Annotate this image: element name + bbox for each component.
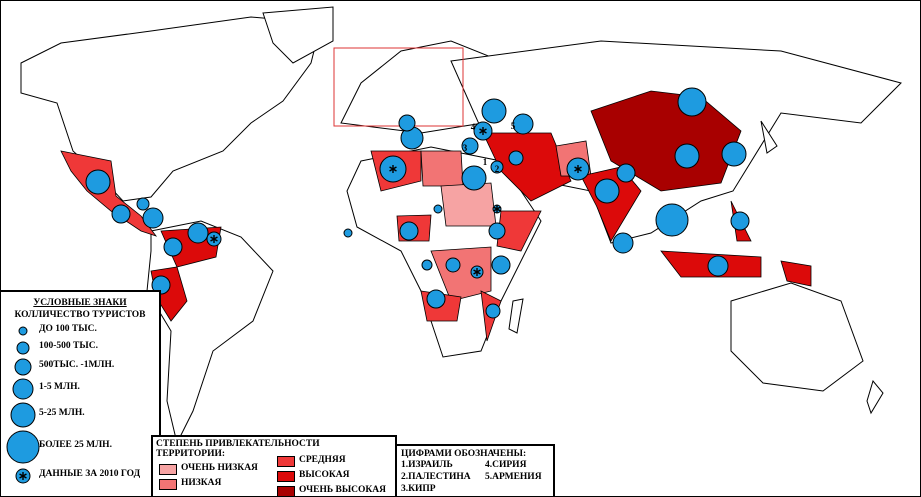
numbered-box: ЦИФРАМИ ОБОЗНАЧЕНЫ: 1.ИЗРАИЛЬ 2.ПАЛЕСТИНА 3… bbox=[395, 444, 555, 496]
asterisk-stroke bbox=[210, 236, 218, 242]
map-number: 3 bbox=[463, 143, 468, 153]
numbered-item: 2.ПАЛЕСТИНА bbox=[401, 472, 471, 482]
legend-circle bbox=[18, 326, 28, 336]
europe-frame bbox=[333, 47, 464, 127]
region bbox=[60, 150, 158, 237]
map-number: 5 bbox=[511, 121, 516, 131]
tourist-circle bbox=[398, 114, 416, 132]
region bbox=[440, 182, 497, 227]
legend-box: УСЛОВНЫЕ ЗНАКИ КОЛЛИЧЕСТВО ТУРИСТОВ ДО 100… bbox=[1, 290, 161, 496]
level-swatch bbox=[277, 456, 295, 467]
tourist-circle bbox=[461, 137, 479, 155]
asterisk-stroke bbox=[389, 166, 397, 172]
tourist-circle bbox=[151, 275, 171, 295]
tourist-circle bbox=[491, 255, 511, 275]
asterisk-stroke bbox=[479, 128, 487, 134]
numbered-item: 3.КИПР bbox=[401, 484, 436, 494]
tourist-circle bbox=[433, 204, 443, 214]
tourist-circle bbox=[136, 197, 150, 211]
legend-item: ДАННЫЕ ЗА 2010 ГОД bbox=[39, 469, 141, 479]
numbered-item: 4.СИРИЯ bbox=[485, 460, 527, 470]
legend-item: ДО 100 ТЫС. bbox=[39, 324, 97, 334]
level-label: ОЧЕНЬ ВЫСОКАЯ bbox=[299, 485, 387, 495]
numbered-title: ЦИФРАМИ ОБОЗНАЧЕНЫ: bbox=[401, 449, 527, 459]
legend-circle bbox=[14, 358, 32, 376]
region bbox=[430, 246, 492, 302]
legend-item: 5-25 МЛН. bbox=[39, 408, 85, 418]
region bbox=[420, 150, 464, 187]
tourist-circle bbox=[490, 160, 504, 174]
map-number: 2 bbox=[495, 164, 500, 174]
attractiveness-title: СТЕПЕНЬ ПРИВЛЕКАТЕЛЬНОСТИ ТЕРРИТОРИИ: bbox=[156, 439, 320, 459]
legend-title: УСЛОВНЫЕ ЗНАКИ bbox=[33, 298, 127, 308]
legend-item: 500ТЫС. -1МЛН. bbox=[39, 360, 115, 370]
legend-subtitle: КОЛЛИЧЕСТВО ТУРИСТОВ bbox=[14, 310, 146, 320]
greenland bbox=[262, 6, 334, 64]
level-label: НИЗКАЯ bbox=[181, 478, 222, 488]
tourist-circle bbox=[426, 289, 446, 309]
tourist-circle bbox=[142, 207, 164, 229]
tourist-circle bbox=[343, 228, 353, 238]
legend-circle bbox=[10, 402, 36, 428]
map-number: 4 bbox=[471, 122, 476, 132]
numbered-item: 1.ИЗРАИЛЬ bbox=[401, 460, 453, 470]
tourist-circle bbox=[461, 165, 487, 191]
tourist-circle bbox=[677, 87, 707, 117]
tourist-circles bbox=[85, 87, 750, 319]
level-swatch bbox=[277, 486, 295, 496]
level-swatch bbox=[159, 464, 177, 475]
tourist-circle bbox=[594, 178, 620, 204]
tourist-circle bbox=[730, 211, 750, 231]
legend-item: 1-5 МЛН. bbox=[39, 382, 80, 392]
legend-circle bbox=[6, 430, 40, 464]
legend-circle bbox=[16, 341, 30, 355]
tourist-circle bbox=[163, 237, 183, 257]
asterisk-stroke bbox=[19, 473, 27, 479]
tourist-circle bbox=[616, 163, 636, 183]
level-swatch bbox=[277, 471, 295, 482]
level-label: ОЧЕНЬ НИЗКАЯ bbox=[181, 463, 258, 473]
numbered-item: 5.АРМЕНИЯ bbox=[485, 472, 542, 482]
map-number: 1 bbox=[483, 157, 488, 167]
tourist-circle bbox=[655, 203, 689, 237]
tourist-circle bbox=[612, 232, 634, 254]
japan bbox=[760, 120, 778, 154]
tourist-circle bbox=[421, 259, 433, 271]
legend-symbols bbox=[6, 326, 40, 484]
level-swatch bbox=[159, 479, 177, 490]
attractiveness-box: СТЕПЕНЬ ПРИВЛЕКАТЕЛЬНОСТИ ТЕРРИТОРИИ: ОЧЕ… bbox=[151, 435, 397, 496]
tourist-circle bbox=[721, 141, 747, 167]
legend-item: 100-500 ТЫС. bbox=[39, 341, 98, 351]
madagascar bbox=[508, 298, 524, 334]
asterisk-stroke bbox=[473, 269, 481, 275]
tourist-circle bbox=[399, 221, 419, 241]
australia bbox=[730, 282, 864, 392]
tourist-circle bbox=[111, 204, 131, 224]
new-zealand bbox=[866, 379, 884, 415]
tourist-circle bbox=[488, 222, 506, 240]
tourist-circle bbox=[508, 150, 524, 166]
asterisk-stroke bbox=[493, 206, 501, 212]
legend-item: БОЛЕЕ 25 МЛН. bbox=[39, 440, 112, 450]
legend-circle bbox=[12, 378, 34, 400]
tourist-circle bbox=[707, 255, 729, 277]
tourist-circle bbox=[445, 257, 461, 273]
region bbox=[780, 260, 812, 287]
tourist-circle bbox=[85, 169, 111, 195]
level-label: СРЕДНЯЯ bbox=[299, 455, 346, 465]
tourist-circle bbox=[485, 303, 501, 319]
tourist-circle bbox=[674, 143, 700, 169]
tourist-circle bbox=[187, 222, 209, 244]
level-label: ВЫСОКАЯ bbox=[299, 470, 350, 480]
tourist-circle bbox=[512, 113, 534, 135]
asterisk-stroke bbox=[574, 166, 582, 172]
north-america bbox=[20, 16, 322, 202]
tourist-circle bbox=[481, 98, 507, 124]
